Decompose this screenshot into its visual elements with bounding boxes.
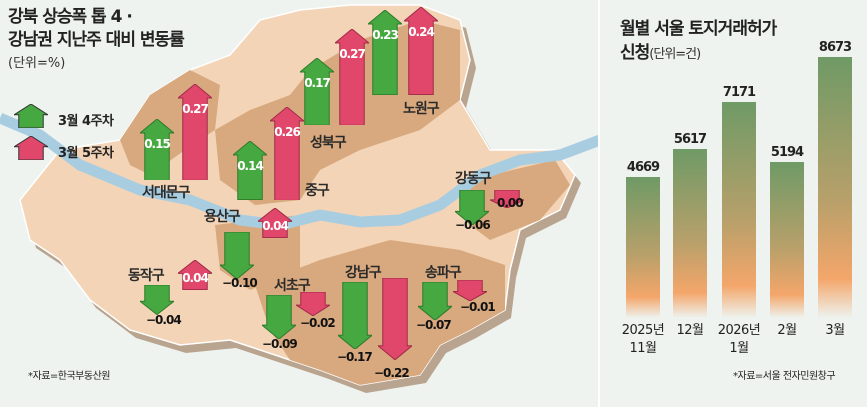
x-tick-label: 1월 (729, 341, 749, 356)
value-label: 0.00 (497, 196, 524, 210)
week4-down-arrow (338, 282, 372, 350)
week5-up-arrow (178, 260, 212, 290)
chart-source: *자료=서울 전자민원창구 (733, 371, 836, 382)
chart-unit: (단위=건) (649, 47, 701, 62)
week5-up-arrow (258, 208, 292, 238)
han-river (0, 112, 600, 231)
value-label: −0.04 (146, 313, 182, 327)
week4-down-arrow (418, 282, 452, 321)
value-label: 0.15 (144, 136, 171, 151)
week5-up-arrow (178, 83, 212, 180)
district-label: 송파구 (425, 265, 462, 281)
week4-down-arrow (262, 295, 296, 340)
panel-divider (598, 0, 600, 407)
district-label: 노원구 (403, 101, 440, 117)
district-label: 중구 (305, 183, 330, 199)
district-label: 용산구 (204, 209, 241, 225)
x-tick-label: 11월 (629, 341, 657, 356)
week4-down-arrow (140, 285, 174, 315)
legend-green-house-icon (14, 104, 48, 128)
week5-down-arrow (453, 280, 487, 301)
legend-pink-house-icon (14, 136, 48, 160)
value-label: 0.23 (372, 28, 399, 43)
value-label: 0.04 (262, 219, 289, 234)
bar (818, 56, 852, 318)
land-permit-chart: 월별 서울 토지거래허가 신청(단위=건) 4669 2025년 11월 5617 12… (600, 0, 867, 407)
chart-title-line2: 신청(단위=건) (620, 42, 701, 66)
legend-label: 3월 5주차 (58, 146, 114, 161)
chart-title-line1: 월별 서울 토지거래허가 (620, 19, 777, 39)
x-tick-label: 12월 (676, 323, 704, 338)
district-label: 서대문구 (142, 185, 191, 201)
week4-up-arrow (300, 57, 334, 125)
value-label: −0.10 (222, 276, 258, 290)
value-label: 0.24 (408, 25, 435, 40)
bar-value-label: 4669 (626, 160, 660, 176)
week4-up-arrow (233, 141, 267, 200)
value-label: 0.17 (304, 75, 331, 90)
value-label: −0.17 (337, 350, 373, 364)
week4-down-arrow (455, 190, 489, 226)
bar-value-label: 5617 (673, 131, 707, 147)
value-label: −0.22 (374, 366, 410, 380)
week4-up-arrow (368, 10, 402, 95)
x-tick-label: 2025년 (621, 323, 665, 338)
x-tick-label: 3월 (825, 323, 845, 338)
x-tick-label: 2월 (777, 323, 797, 338)
week5-down-arrow (378, 278, 412, 360)
value-label: 0.04 (182, 271, 209, 286)
map-title-line1: 강북 상승폭 톱 4 · (8, 7, 133, 27)
value-label: −0.09 (262, 337, 298, 351)
week5-up-arrow (335, 28, 369, 125)
chart-title-text: 신청 (620, 43, 650, 63)
week5-up-arrow (270, 106, 304, 200)
map-source: *자료=한국부동산원 (28, 371, 110, 382)
x-tick-label: 2026년 (717, 323, 761, 338)
district-label: 강동구 (455, 171, 492, 187)
value-label: 0.14 (237, 159, 264, 174)
map-title-line2: 강남권 지난주 대비 변동률 (8, 30, 185, 50)
week5-up-arrow (404, 7, 438, 95)
value-label: −0.07 (416, 318, 452, 332)
district-label: 성북구 (310, 135, 347, 151)
value-label: 0.26 (274, 124, 301, 139)
week4-down-arrow (220, 232, 254, 279)
bar-value-label: 8673 (818, 39, 852, 55)
map-unit: (단위=%) (8, 56, 66, 71)
district-label: 강남구 (345, 265, 382, 281)
district-label: 동작구 (128, 268, 165, 284)
legend-label: 3월 4주차 (58, 114, 114, 129)
value-label: 0.27 (339, 46, 366, 61)
value-label: −0.01 (460, 300, 496, 314)
value-label: −0.06 (455, 218, 491, 232)
bar-value-label: 7171 (722, 85, 756, 101)
value-label: −0.02 (300, 316, 336, 330)
bar (626, 177, 660, 318)
district-label: 서초구 (274, 278, 311, 294)
week5-down-arrow (296, 292, 330, 316)
value-label: 0.27 (182, 101, 209, 116)
seoul-district-map: 강북 상승폭 톱 4 · 강남권 지난주 대비 변동률 (단위=%) 3월 4주… (0, 4, 600, 393)
week5-down-arrow (490, 190, 524, 208)
bar-value-label: 5194 (770, 144, 804, 160)
week4-up-arrow (140, 118, 174, 180)
bar (722, 102, 756, 318)
bar (673, 148, 707, 318)
bar (770, 161, 804, 318)
